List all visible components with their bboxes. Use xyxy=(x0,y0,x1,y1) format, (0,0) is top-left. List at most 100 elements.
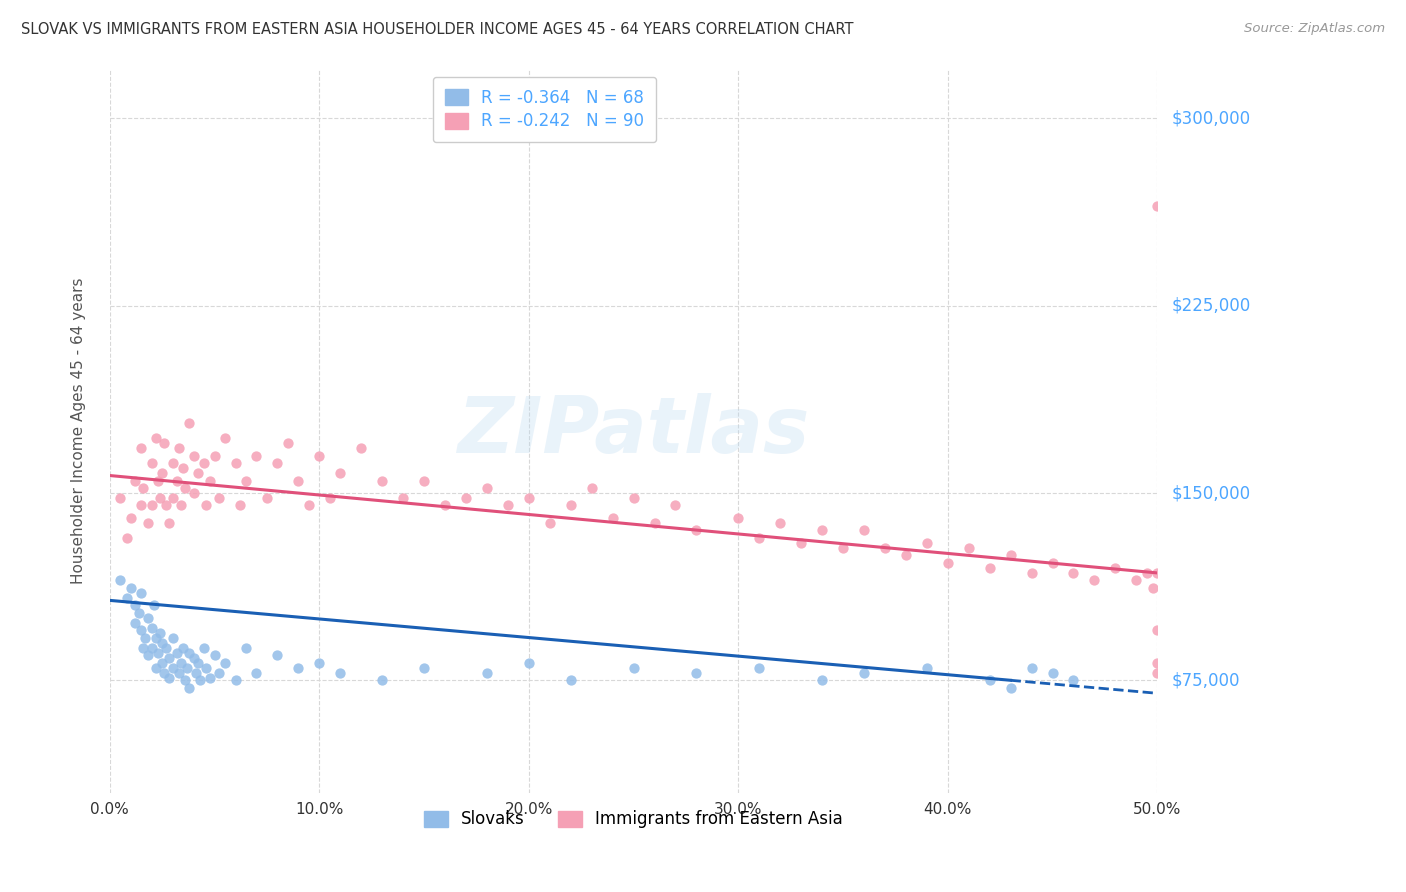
Point xyxy=(155,499,177,513)
Text: $75,000: $75,000 xyxy=(1171,672,1240,690)
Point xyxy=(157,650,180,665)
Point xyxy=(157,516,180,530)
Point xyxy=(120,511,142,525)
Point xyxy=(308,656,330,670)
Point xyxy=(413,474,436,488)
Point xyxy=(225,456,247,470)
Point xyxy=(769,516,792,530)
Point xyxy=(170,499,193,513)
Point xyxy=(162,661,184,675)
Point xyxy=(129,624,152,638)
Text: $225,000: $225,000 xyxy=(1171,297,1250,315)
Point xyxy=(1062,673,1084,688)
Point xyxy=(811,673,834,688)
Point xyxy=(623,661,645,675)
Point xyxy=(235,474,257,488)
Point xyxy=(245,665,267,680)
Point xyxy=(350,441,373,455)
Point xyxy=(1125,574,1147,588)
Point xyxy=(200,671,222,685)
Point xyxy=(166,646,188,660)
Point xyxy=(110,491,132,505)
Point xyxy=(172,461,194,475)
Point xyxy=(538,516,561,530)
Point xyxy=(157,671,180,685)
Y-axis label: Householder Income Ages 45 - 64 years: Householder Income Ages 45 - 64 years xyxy=(72,277,86,584)
Point xyxy=(371,673,394,688)
Point xyxy=(623,491,645,505)
Point xyxy=(1000,549,1022,563)
Point xyxy=(979,673,1001,688)
Point xyxy=(136,516,159,530)
Point xyxy=(120,581,142,595)
Point xyxy=(195,499,218,513)
Point xyxy=(1146,656,1168,670)
Point xyxy=(256,491,278,505)
Point xyxy=(124,474,146,488)
Point xyxy=(1146,566,1168,580)
Text: $300,000: $300,000 xyxy=(1171,110,1250,128)
Point xyxy=(245,449,267,463)
Point xyxy=(229,499,252,513)
Point xyxy=(183,486,205,500)
Point xyxy=(329,665,352,680)
Point xyxy=(146,646,169,660)
Point xyxy=(266,456,288,470)
Point xyxy=(134,631,156,645)
Point xyxy=(287,661,309,675)
Point xyxy=(136,611,159,625)
Point xyxy=(475,481,498,495)
Point xyxy=(141,621,163,635)
Point xyxy=(496,499,519,513)
Point xyxy=(170,656,193,670)
Point xyxy=(1021,661,1043,675)
Point xyxy=(602,511,624,525)
Text: $150,000: $150,000 xyxy=(1171,484,1250,502)
Point xyxy=(208,491,231,505)
Point xyxy=(235,640,257,655)
Point xyxy=(145,431,167,445)
Point xyxy=(1142,581,1164,595)
Point xyxy=(115,591,138,605)
Point xyxy=(183,650,205,665)
Point xyxy=(162,631,184,645)
Point xyxy=(1083,574,1105,588)
Point xyxy=(188,673,211,688)
Point xyxy=(852,524,875,538)
Point xyxy=(1146,624,1168,638)
Point xyxy=(129,441,152,455)
Point xyxy=(208,665,231,680)
Point xyxy=(413,661,436,675)
Point xyxy=(644,516,666,530)
Point xyxy=(790,536,813,550)
Point xyxy=(110,574,132,588)
Point xyxy=(1042,556,1064,570)
Point xyxy=(298,499,321,513)
Point xyxy=(141,640,163,655)
Point xyxy=(1000,681,1022,695)
Point xyxy=(162,491,184,505)
Point xyxy=(915,536,938,550)
Point xyxy=(517,656,540,670)
Point xyxy=(179,646,201,660)
Point xyxy=(183,449,205,463)
Point xyxy=(132,640,155,655)
Point xyxy=(517,491,540,505)
Point xyxy=(153,665,176,680)
Point xyxy=(475,665,498,680)
Point xyxy=(150,636,173,650)
Point xyxy=(167,665,190,680)
Point xyxy=(277,436,299,450)
Point xyxy=(1146,199,1168,213)
Point xyxy=(166,474,188,488)
Point xyxy=(392,491,415,505)
Point xyxy=(685,524,707,538)
Point xyxy=(560,673,582,688)
Text: ZIPatlas: ZIPatlas xyxy=(457,392,810,468)
Point xyxy=(187,466,209,480)
Point xyxy=(172,640,194,655)
Point xyxy=(1062,566,1084,580)
Point xyxy=(685,665,707,680)
Point xyxy=(214,431,236,445)
Text: SLOVAK VS IMMIGRANTS FROM EASTERN ASIA HOUSEHOLDER INCOME AGES 45 - 64 YEARS COR: SLOVAK VS IMMIGRANTS FROM EASTERN ASIA H… xyxy=(21,22,853,37)
